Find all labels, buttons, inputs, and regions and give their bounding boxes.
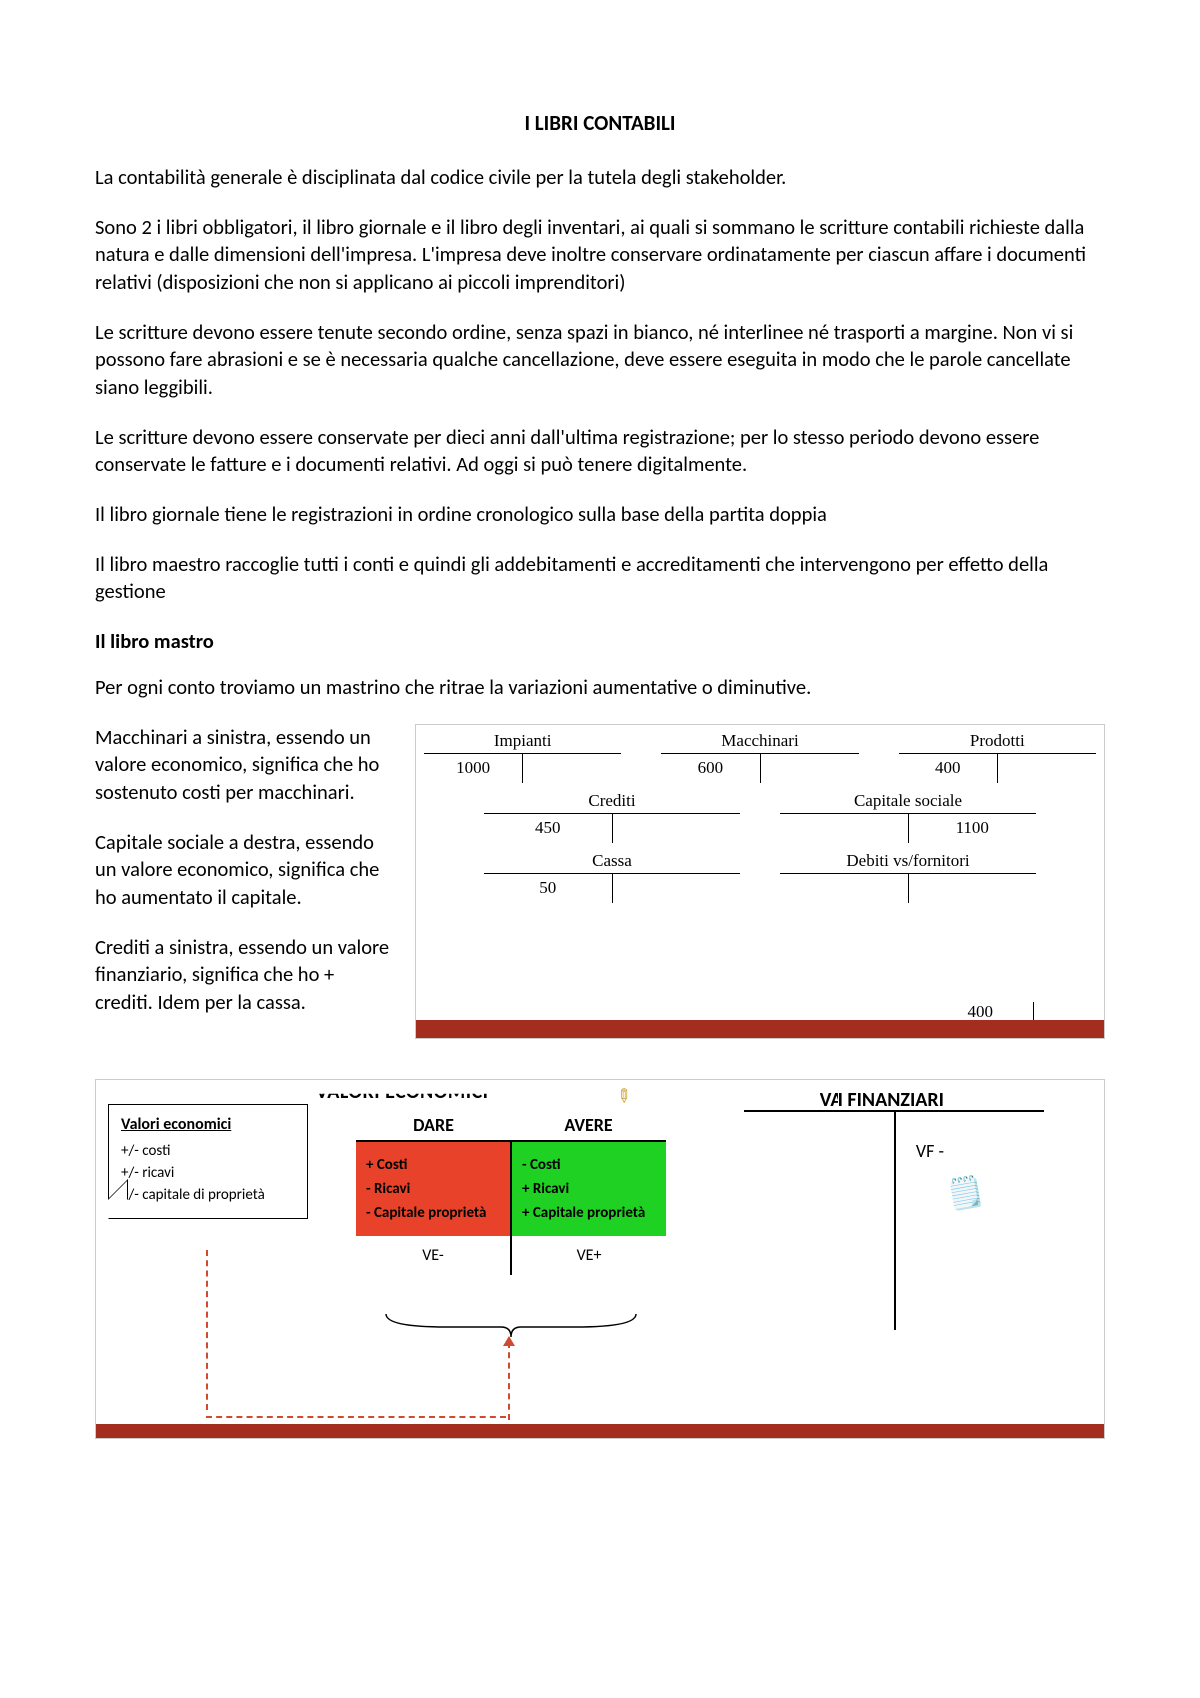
mastro-notes: Macchinari a sinistra, essendo un valore… [95, 724, 395, 1039]
valori-diagram: VALORI ECONOMICI ✎ VALORII FINANZIARI Va… [95, 1079, 1105, 1439]
t-account-title: Crediti [484, 791, 740, 813]
overflow-value: 400 [968, 1002, 1035, 1022]
vf-minus-label: VF - [916, 1140, 944, 1162]
t-account-credit: 1100 [909, 814, 1037, 843]
ve-box-row: +/- ricavi [121, 1164, 295, 1182]
ve-box-header: Valori economici [121, 1115, 295, 1134]
t-account-debit [780, 814, 909, 843]
paragraph: Il libro giornale tiene le registrazioni… [95, 501, 1105, 529]
note: Capitale sociale a destra, essendo un va… [95, 829, 395, 912]
t-account-credit [613, 814, 741, 843]
t-account-credit [613, 874, 741, 903]
t-account-impianti: Impianti 1000 [424, 731, 621, 783]
avere-header: AVERE [511, 1110, 666, 1140]
t-account-row: Crediti 450 Capitale sociale 1100 [424, 791, 1096, 843]
note: Crediti a sinistra, essendo un valore fi… [95, 934, 395, 1017]
dare-item: - Capitale proprietà [366, 1204, 500, 1222]
notepad-icon: 🗒️ [944, 1172, 987, 1215]
pencil-icon: ✎ [610, 1083, 636, 1109]
t-account-row: Cassa 50 Debiti vs/fornitori [424, 851, 1096, 903]
ve-minus-label: VE- [356, 1236, 512, 1275]
t-account-debit: 600 [661, 754, 760, 783]
fold-corner [108, 1179, 128, 1219]
financial-title-fragment: VALORII FINANZIARI [820, 1088, 944, 1112]
footer-bar [416, 1020, 1104, 1038]
t-account-title: Impianti [424, 731, 621, 753]
paragraph: La contabilità generale è disciplinata d… [95, 164, 1105, 192]
dare-item: + Costi [366, 1156, 500, 1174]
arrow-up-icon [503, 1336, 515, 1346]
avere-item: + Capitale proprietà [522, 1204, 656, 1222]
t-account-macchinari: Macchinari 600 [661, 731, 858, 783]
avere-item: + Ricavi [522, 1180, 656, 1198]
t-account-credit [998, 754, 1096, 783]
t-account-debit: 400 [899, 754, 998, 783]
dare-item: - Ricavi [366, 1180, 500, 1198]
dashed-line [508, 1342, 510, 1420]
mastro-two-column: Macchinari a sinistra, essendo un valore… [95, 724, 1105, 1039]
subheading-libro-mastro: Il libro mastro [95, 628, 1105, 654]
ve-plus-label: VE+ [512, 1236, 666, 1275]
t-account-debit: 50 [484, 874, 613, 903]
t-account-credit [523, 754, 621, 783]
economic-title-fragment: VALORI ECONOMICI [316, 1080, 488, 1100]
financial-t-account [744, 1110, 1044, 1330]
t-account-debit: 450 [484, 814, 613, 843]
paragraph: Le scritture devono essere conservate pe… [95, 424, 1105, 479]
dare-header: DARE [356, 1110, 511, 1140]
t-account-debit: 1000 [424, 754, 523, 783]
paragraph: Per ogni conto troviamo un mastrino che … [95, 674, 1105, 702]
note: Macchinari a sinistra, essendo un valore… [95, 724, 395, 807]
t-account-title: Macchinari [661, 731, 858, 753]
t-account-title: Cassa [484, 851, 740, 873]
footer-bar [96, 1424, 1104, 1438]
t-account-capitale-sociale: Capitale sociale 1100 [780, 791, 1036, 843]
ve-box-row: +/- capitale di proprietà [121, 1186, 295, 1204]
dashed-line [206, 1416, 506, 1418]
paragraph: Le scritture devono essere tenute second… [95, 319, 1105, 402]
dashed-line [206, 1250, 208, 1410]
valori-economici-box: Valori economici +/- costi +/- ricavi +/… [108, 1104, 308, 1219]
t-account-title: Capitale sociale [780, 791, 1036, 813]
dare-avere-table: DARE AVERE + Costi - Ricavi - Capitale p… [356, 1110, 666, 1275]
ve-box-row: +/- costi [121, 1142, 295, 1160]
t-account-credit [761, 754, 859, 783]
t-account-row: Impianti 1000 Macchinari 600 Prodotti 40… [424, 731, 1096, 783]
t-account-credit [909, 874, 1037, 903]
t-accounts-panel: Impianti 1000 Macchinari 600 Prodotti 40… [415, 724, 1105, 1039]
dare-column: + Costi - Ricavi - Capitale proprietà [356, 1142, 512, 1236]
t-account-title: Prodotti [899, 731, 1096, 753]
t-account-title: Debiti vs/fornitori [780, 851, 1036, 873]
paragraph: Il libro maestro raccoglie tutti i conti… [95, 551, 1105, 606]
avere-column: - Costi + Ricavi + Capitale proprietà [512, 1142, 666, 1236]
t-account-debiti-fornitori: Debiti vs/fornitori [780, 851, 1036, 903]
paragraph: Sono 2 i libri obbligatori, il libro gio… [95, 214, 1105, 297]
t-account-prodotti: Prodotti 400 [899, 731, 1096, 783]
page-title: I LIBRI CONTABILI [95, 110, 1105, 136]
t-account-crediti: Crediti 450 [484, 791, 740, 843]
t-account-cassa: Cassa 50 [484, 851, 740, 903]
t-account-debit [780, 874, 909, 903]
avere-item: - Costi [522, 1156, 656, 1174]
